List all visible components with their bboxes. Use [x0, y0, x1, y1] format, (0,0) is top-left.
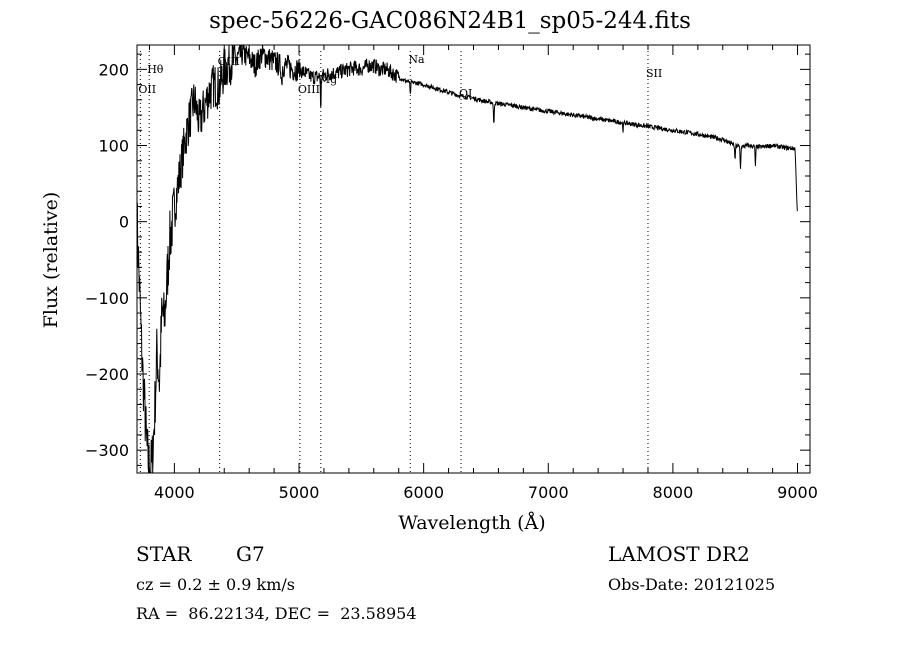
- marker-label: SII: [646, 67, 662, 80]
- x-tick-label: 4000: [154, 483, 195, 502]
- y-tick-label: 100: [98, 137, 129, 156]
- marker-label: OIII: [298, 83, 320, 96]
- object-subclass: G7: [236, 542, 265, 566]
- redshift-cz: cz = 0.2 ± 0.9 km/s: [136, 575, 295, 594]
- observation-date: Obs-Date: 20121025: [608, 575, 776, 594]
- x-tick-label: 6000: [403, 483, 444, 502]
- x-tick-label: 8000: [653, 483, 694, 502]
- marker-label: OII: [138, 83, 156, 96]
- y-tick-label: 200: [98, 60, 129, 79]
- y-tick-label: −300: [85, 441, 129, 460]
- y-tick-label: −100: [85, 289, 129, 308]
- x-tick-label: 5000: [279, 483, 320, 502]
- survey-name: LAMOST DR2: [608, 542, 750, 566]
- spectrum-series: [137, 45, 798, 473]
- chart-title: spec-56226-GAC086N24B1_sp05-244.fits: [209, 8, 691, 34]
- object-class: STAR: [136, 542, 192, 566]
- y-tick-label: −200: [85, 365, 129, 384]
- plot-frame: [136, 44, 811, 474]
- marker-label: Na: [408, 53, 425, 66]
- ra-dec: RA = 86.22134, DEC = 23.58954: [136, 604, 417, 623]
- y-tick-label: 0: [119, 213, 129, 232]
- y-tick-labels: −300 −200 −100 0 100 200: [85, 60, 129, 460]
- x-tick-label: 9000: [777, 483, 818, 502]
- y-axis-label: Flux (relative): [40, 191, 62, 329]
- spectrum-line: [137, 45, 798, 473]
- plot-axes: [136, 44, 811, 474]
- x-axis-label: Wavelength (Å): [398, 512, 546, 534]
- marker-label: Hθ: [147, 63, 164, 76]
- x-tick-label: 7000: [528, 483, 569, 502]
- x-tick-labels: 4000 5000 6000 7000 8000 9000: [154, 483, 818, 502]
